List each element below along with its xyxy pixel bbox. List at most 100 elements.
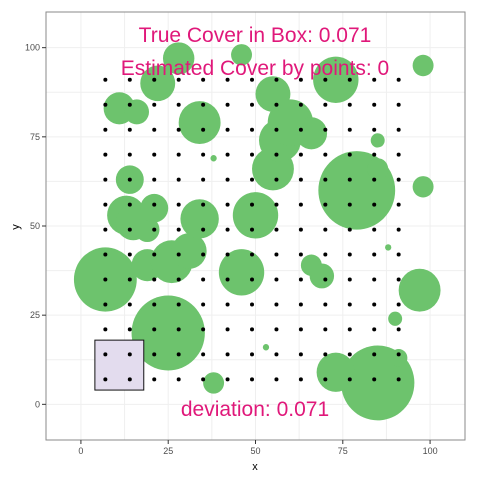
estimated-cover-annotation: Estimated Cover by points: 0 — [121, 57, 389, 80]
sample-point — [176, 252, 181, 257]
cover-circle — [412, 54, 434, 77]
cover-circle — [131, 295, 205, 371]
sample-point — [274, 352, 279, 357]
x-tick-label: 75 — [338, 446, 348, 456]
sample-point — [152, 127, 157, 132]
sample-point — [103, 227, 108, 232]
sample-point — [396, 77, 401, 82]
sample-point — [396, 352, 401, 357]
sample-point — [152, 77, 157, 82]
cover-circle — [162, 42, 195, 75]
cover-circle — [140, 65, 176, 102]
sample-point — [396, 277, 401, 282]
cover-circle — [300, 254, 322, 276]
sample-point — [372, 152, 377, 157]
sample-point — [201, 177, 206, 182]
sample-point — [396, 177, 401, 182]
sample-point — [323, 202, 328, 207]
sample-point — [103, 377, 108, 382]
sample-point — [225, 302, 230, 307]
sample-point — [103, 327, 108, 332]
sample-point — [347, 152, 352, 157]
cover-circle — [203, 372, 225, 394]
sample-point — [347, 377, 352, 382]
sample-point — [176, 327, 181, 332]
sample-point — [298, 252, 303, 257]
cover-circles — [73, 42, 441, 421]
sample-point — [176, 77, 181, 82]
sample-point — [274, 277, 279, 282]
sample-point — [347, 102, 352, 107]
y-axis-ticks: 0 25 50 75 100 — [25, 43, 46, 409]
sample-point — [250, 352, 255, 357]
sample-point — [298, 102, 303, 107]
sample-point — [298, 177, 303, 182]
sample-point — [372, 227, 377, 232]
sample-point — [103, 77, 108, 82]
sample-point — [152, 277, 157, 282]
sample-point — [323, 152, 328, 157]
x-axis-ticks: 0 25 50 75 100 — [78, 440, 438, 456]
sample-point — [201, 302, 206, 307]
sample-point — [347, 202, 352, 207]
sample-point — [201, 77, 206, 82]
sample-point — [152, 302, 157, 307]
y-tick-label: 0 — [35, 399, 40, 409]
sample-point — [298, 277, 303, 282]
sample-point — [103, 252, 108, 257]
sample-point — [176, 277, 181, 282]
sample-point — [298, 327, 303, 332]
sample-point — [225, 77, 230, 82]
sample-point — [201, 377, 206, 382]
cover-circle — [367, 158, 389, 180]
x-axis-title: x — [252, 461, 258, 473]
sample-point — [250, 177, 255, 182]
y-tick-label: 50 — [30, 221, 40, 231]
sample-point — [201, 252, 206, 257]
cover-circle — [255, 76, 291, 112]
sample-point — [250, 302, 255, 307]
x-tick-label: 25 — [163, 446, 173, 456]
cover-circle — [232, 192, 279, 239]
sample-point — [152, 352, 157, 357]
sample-point — [372, 252, 377, 257]
sample-point — [347, 252, 352, 257]
sample-point — [225, 352, 230, 357]
sample-point — [250, 227, 255, 232]
sample-point — [152, 227, 157, 232]
sample-point — [372, 352, 377, 357]
sampling-box — [94, 339, 145, 391]
sample-point — [372, 127, 377, 132]
sample-point — [127, 152, 132, 157]
cover-circle — [262, 344, 270, 351]
sample-point — [323, 252, 328, 257]
cover-circle — [398, 268, 441, 312]
sample-point — [274, 377, 279, 382]
cover-circle — [370, 133, 385, 148]
sample-point — [201, 277, 206, 282]
sample-point — [298, 302, 303, 307]
sample-point — [225, 177, 230, 182]
sample-point — [103, 152, 108, 157]
sample-point — [323, 377, 328, 382]
sample-point — [323, 277, 328, 282]
sample-point — [347, 352, 352, 357]
sample-point — [274, 327, 279, 332]
sample-point — [298, 352, 303, 357]
sample-point — [396, 102, 401, 107]
sample-point — [225, 202, 230, 207]
sample-point — [250, 77, 255, 82]
sample-point — [152, 152, 157, 157]
sample-point — [225, 377, 230, 382]
sample-point — [347, 302, 352, 307]
sample-point — [274, 252, 279, 257]
sample-point — [225, 252, 230, 257]
sample-point — [201, 127, 206, 132]
sample-point — [152, 102, 157, 107]
sample-point — [127, 127, 132, 132]
deviation-annotation: deviation: 0.071 — [181, 398, 329, 421]
sample-point — [298, 77, 303, 82]
sample-point — [274, 152, 279, 157]
sample-point — [127, 327, 132, 332]
sample-point — [127, 352, 132, 357]
